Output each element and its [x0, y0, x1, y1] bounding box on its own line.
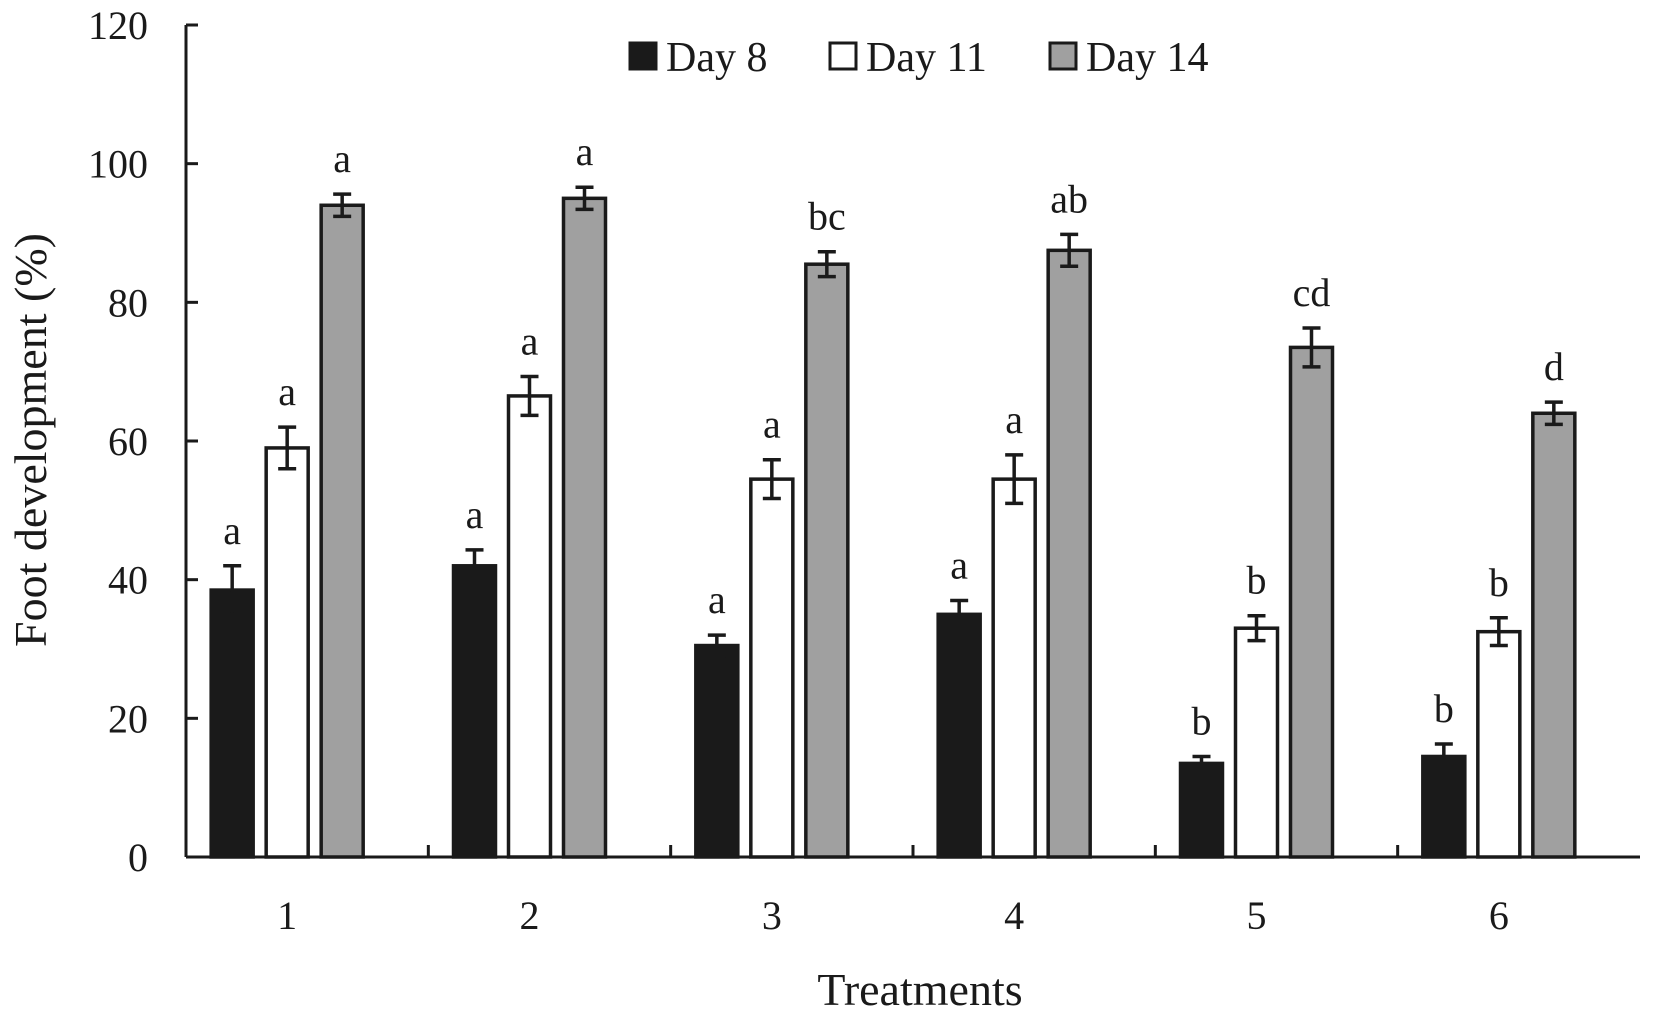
bar-day-11-t6: [1476, 629, 1522, 859]
legend-swatch: [628, 41, 658, 71]
bars: a a a a a a a a bc a a ab b b cd b b d: [209, 129, 1577, 859]
bar-day-14-t2: [561, 196, 608, 859]
y-tick-label: 60: [108, 419, 148, 464]
bar-day-8-t6: [1421, 754, 1467, 859]
legend-swatch: [828, 41, 858, 71]
y-tick-label: 80: [108, 280, 148, 325]
significance-label: d: [1544, 344, 1564, 389]
bar-day-11-t5: [1233, 626, 1280, 859]
significance-label: b: [1489, 560, 1509, 605]
x-tick-label: 6: [1489, 893, 1509, 938]
x-tick-label: 3: [762, 893, 782, 938]
bar-day-11-t1: [264, 446, 310, 859]
significance-label: a: [576, 129, 594, 174]
x-axis-title: Treatments: [817, 964, 1022, 1015]
bar-day-8-t3: [694, 643, 740, 859]
bar-day-8-t4: [936, 612, 982, 859]
bar-day-8-t5: [1178, 761, 1225, 859]
significance-label: a: [950, 542, 968, 587]
significance-label: a: [763, 402, 781, 447]
significance-label: b: [1192, 698, 1212, 743]
legend-label: Day 14: [1086, 35, 1208, 81]
significance-label: cd: [1293, 270, 1331, 315]
bar-day-14-t6: [1531, 411, 1577, 859]
significance-label: b: [1434, 686, 1454, 731]
y-axis-title: Foot development (%): [5, 233, 56, 647]
bar-day-11-t2: [506, 394, 553, 859]
significance-label: b: [1247, 558, 1267, 603]
y-tick-label: 120: [88, 3, 148, 48]
significance-label: bc: [808, 194, 846, 239]
significance-label: a: [333, 136, 351, 181]
y-tick-label: 20: [108, 696, 148, 741]
significance-label: ab: [1050, 176, 1088, 221]
y-tick-label: 0: [128, 835, 148, 880]
significance-label: a: [521, 319, 539, 364]
bar-day-14-t4: [1046, 248, 1092, 859]
x-tick-label: 1: [277, 893, 297, 938]
significance-label: a: [223, 508, 241, 553]
bar-day-8-t1: [209, 588, 255, 859]
bar-day-11-t3: [749, 477, 795, 859]
x-tick-label: 4: [1004, 893, 1024, 938]
bar-day-8-t2: [451, 564, 498, 859]
significance-label: a: [466, 492, 484, 537]
y-tick-label: 40: [108, 558, 148, 603]
legend-label: Day 11: [866, 35, 987, 81]
y-axis: 0 20 40 60 80 100 120: [88, 3, 198, 880]
bar-day-11-t4: [991, 477, 1037, 859]
x-tick-label: 5: [1247, 893, 1267, 938]
bar-day-14-t3: [804, 262, 850, 859]
legend: Day 8 Day 11 Day 14: [628, 35, 1208, 81]
significance-label: a: [278, 369, 296, 414]
x-tick-label: 2: [520, 893, 540, 938]
significance-label: a: [708, 577, 726, 622]
bar-day-14-t5: [1288, 345, 1335, 859]
significance-label: a: [1005, 397, 1023, 442]
legend-swatch: [1048, 41, 1078, 71]
y-tick-label: 100: [88, 142, 148, 187]
x-axis: 1 2 3 4 5 6: [186, 845, 1640, 938]
bar-day-14-t1: [319, 203, 365, 859]
legend-label: Day 8: [666, 35, 767, 81]
